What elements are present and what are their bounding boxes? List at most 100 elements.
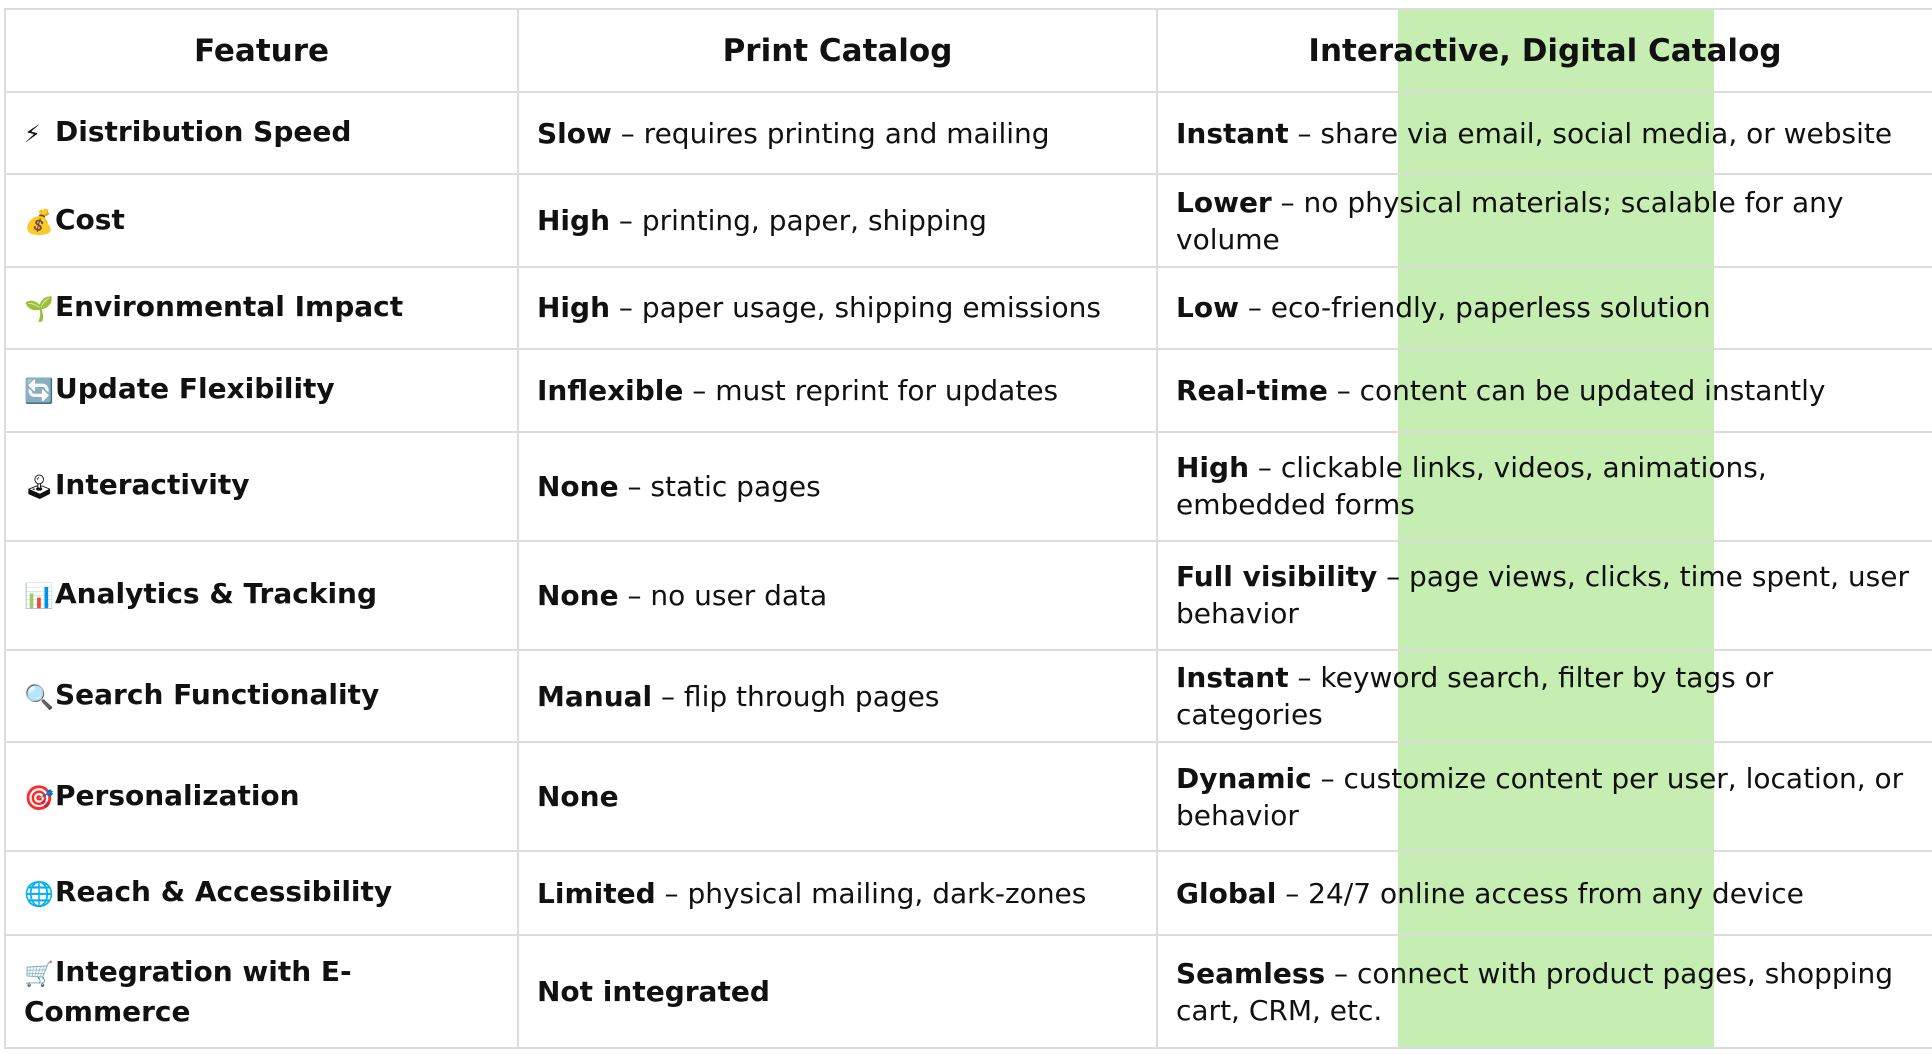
digital-rating: Dynamic (1176, 761, 1312, 795)
digital-catalog-cell: Full visibility – page views, clicks, ti… (1156, 539, 1932, 652)
print-rating: Inflexible (537, 373, 684, 407)
money-bag-icon: 💰 (24, 207, 54, 236)
digital-catalog-cell: Instant – keyword search, filter by tags… (1156, 649, 1932, 744)
digital-rating: Seamless (1176, 956, 1326, 990)
header-feature: Feature (4, 8, 519, 93)
feature-cell: 🔍Search Functionality (4, 649, 519, 744)
refresh-icon: 🔄 (24, 377, 54, 406)
digital-rating: Lower (1176, 185, 1272, 219)
digital-catalog-cell: High – clickable links, videos, animatio… (1156, 430, 1932, 542)
digital-rating: Full visibility (1176, 560, 1378, 594)
feature-label: Integration with E-Commerce (24, 955, 352, 1029)
table-row: 🔍Search Functionality Manual – flip throu… (4, 649, 1932, 744)
table-row: ⚡ Distribution Speed Slow – requires print… (4, 90, 1932, 176)
digital-detail: – keyword search, filter by tags or cate… (1176, 661, 1774, 732)
print-rating: Manual (537, 679, 653, 713)
table-row: 🛒Integration with E-Commerce Not integrat… (4, 934, 1932, 1049)
digital-catalog-cell: Instant – share via email, social media,… (1156, 90, 1932, 176)
print-rating: None (537, 578, 619, 612)
print-detail: – must reprint for updates (683, 373, 1059, 407)
feature-label: Environmental Impact (55, 289, 404, 323)
feature-label: Update Flexibility (55, 372, 335, 406)
table-row: 💰Cost High – printing, paper, shipping Low… (4, 173, 1932, 268)
digital-rating: Global (1176, 876, 1277, 910)
print-detail: – requires printing and mailing (611, 116, 1050, 150)
print-rating: High (537, 291, 611, 325)
digital-detail: – share via email, social media, or webs… (1288, 116, 1893, 150)
digital-rating: High (1176, 451, 1250, 485)
print-detail: – static pages (618, 469, 821, 503)
feature-cell: 🎯Personalization (4, 741, 519, 853)
lightning-icon: ⚡ (24, 120, 41, 149)
header-print-catalog: Print Catalog (517, 8, 1158, 93)
digital-detail: – content can be updated instantly (1327, 373, 1826, 407)
globe-icon: 🌐 (24, 880, 54, 909)
digital-rating: Low (1176, 291, 1239, 325)
print-detail: – no user data (618, 578, 828, 612)
feature-cell: 🕹Interactivity (4, 430, 519, 542)
print-catalog-cell: High – paper usage, shipping emissions (517, 265, 1158, 351)
digital-catalog-cell: Global – 24/7 online access from any dev… (1156, 850, 1932, 937)
table-body: ⚡ Distribution Speed Slow – requires print… (4, 90, 1932, 1049)
table-row: 🎯Personalization None Dynamic – customize … (4, 741, 1932, 853)
feature-cell: 📊Analytics & Tracking (4, 539, 519, 652)
print-rating: High (537, 204, 611, 238)
print-catalog-cell: None – no user data (517, 539, 1158, 652)
print-detail: – paper usage, shipping emissions (610, 291, 1102, 325)
digital-detail: – 24/7 online access from any device (1276, 876, 1804, 910)
digital-rating: Instant (1176, 116, 1289, 150)
print-catalog-cell: Slow – requires printing and mailing (517, 90, 1158, 176)
digital-catalog-cell: Dynamic – customize content per user, lo… (1156, 741, 1932, 853)
digital-detail: – connect with product pages, shopping c… (1176, 956, 1894, 1027)
table-row: 🔄Update Flexibility Inflexible – must rep… (4, 348, 1932, 433)
feature-label: Reach & Accessibility (55, 875, 393, 909)
shopping-cart-icon: 🛒 (24, 960, 54, 989)
print-rating: Limited (537, 876, 656, 910)
feature-label: Interactivity (55, 468, 250, 502)
seedling-icon: 🌱 (24, 294, 54, 323)
print-detail: – physical mailing, dark-zones (655, 876, 1087, 910)
feature-cell: 🌐Reach & Accessibility (4, 850, 519, 937)
print-detail: – printing, paper, shipping (610, 204, 987, 238)
table-row: 📊Analytics & Tracking None – no user data… (4, 539, 1932, 652)
print-catalog-cell: Manual – flip through pages (517, 649, 1158, 744)
header-row: Feature Print Catalog Interactive, Digit… (4, 8, 1932, 93)
feature-label: Analytics & Tracking (55, 577, 378, 611)
digital-catalog-cell: Low – eco-friendly, paperless solution (1156, 265, 1932, 351)
comparison-table-frame: Feature Print Catalog Interactive, Digit… (4, 8, 1932, 1049)
digital-rating: Real-time (1176, 373, 1328, 407)
digital-rating: Instant (1176, 661, 1289, 695)
feature-cell: 🔄Update Flexibility (4, 348, 519, 433)
feature-label: Search Functionality (55, 678, 380, 712)
print-catalog-cell: Inflexible – must reprint for updates (517, 348, 1158, 433)
feature-label: Personalization (55, 778, 300, 812)
feature-cell: 🌱Environmental Impact (4, 265, 519, 351)
magnifier-icon: 🔍 (24, 683, 54, 712)
print-rating: None (537, 780, 619, 814)
print-rating: Slow (537, 116, 612, 150)
digital-detail: – eco-friendly, paperless solution (1238, 291, 1711, 325)
table-row: 🕹Interactivity None – static pages High – … (4, 430, 1932, 542)
table-row: 🌱Environmental Impact High – paper usage,… (4, 265, 1932, 351)
print-catalog-cell: Not integrated (517, 934, 1158, 1049)
feature-cell: 🛒Integration with E-Commerce (4, 934, 519, 1049)
digital-detail: – customize content per user, location, … (1176, 761, 1904, 832)
print-catalog-cell: None – static pages (517, 430, 1158, 542)
target-icon: 🎯 (24, 783, 54, 812)
print-detail: – flip through pages (652, 679, 940, 713)
digital-catalog-cell: Seamless – connect with product pages, s… (1156, 934, 1932, 1049)
joystick-icon: 🕹 (24, 473, 55, 502)
header-digital-catalog: Interactive, Digital Catalog (1156, 8, 1932, 93)
bar-chart-icon: 📊 (24, 582, 54, 611)
table-row: 🌐Reach & Accessibility Limited – physical… (4, 850, 1932, 937)
digital-catalog-cell: Real-time – content can be updated insta… (1156, 348, 1932, 433)
digital-detail: – no physical materials; scalable for an… (1176, 185, 1844, 256)
feature-label: Cost (55, 202, 125, 236)
print-catalog-cell: Limited – physical mailing, dark-zones (517, 850, 1158, 937)
print-rating: Not integrated (537, 975, 770, 1009)
digital-detail: – page views, clicks, time spent, user b… (1176, 560, 1909, 631)
feature-cell: 💰Cost (4, 173, 519, 268)
feature-cell: ⚡ Distribution Speed (4, 90, 519, 176)
print-rating: None (537, 469, 619, 503)
digital-detail: – clickable links, videos, animations, e… (1176, 451, 1767, 522)
